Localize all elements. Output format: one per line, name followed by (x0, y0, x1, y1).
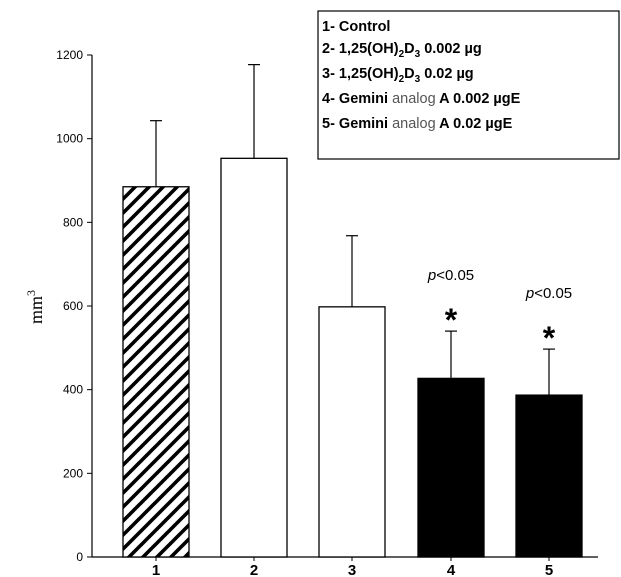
y-tick-label: 800 (63, 215, 83, 229)
error-bar-5 (543, 348, 555, 396)
legend-entry-1: 1- Control (322, 19, 390, 35)
legend-entry-4: 4- Gemini analog A 0.002 µgE (322, 91, 521, 107)
significance-star: * (543, 320, 556, 356)
y-axis-label: mm3 (24, 290, 46, 324)
y-tick-label: 1000 (56, 132, 83, 146)
legend-entry-2: 2- 1,25(OH)2D3 0.002 µg (322, 41, 482, 60)
annotations-group: p<0.05 * p<0.05 * (427, 267, 572, 356)
bar-2 (220, 157, 288, 558)
error-bar-4 (445, 330, 457, 379)
bars-group (122, 157, 583, 558)
bar-4 (417, 377, 485, 558)
x-tick-label: 2 (250, 562, 258, 577)
error-bar-2 (248, 64, 260, 159)
y-tick-label: 600 (63, 299, 83, 313)
y-tick-label: 1200 (56, 48, 83, 62)
error-bar-3 (346, 235, 358, 307)
legend-entry-5: 5- Gemini analog A 0.02 µgE (322, 116, 513, 132)
x-tick-label: 5 (545, 562, 553, 577)
bar-1 (122, 186, 190, 558)
y-tick-label: 200 (63, 466, 83, 480)
y-tick-label: 400 (63, 383, 83, 397)
error-bars-group (150, 64, 555, 396)
x-tick-label: 1 (152, 562, 160, 577)
legend-box (317, 10, 620, 160)
legend-entry-3: 3- 1,25(OH)2D3 0.02 µg (322, 66, 474, 85)
x-tick-label: 4 (447, 562, 456, 577)
legend: 1- Control 2- 1,25(OH)2D3 0.002 µg 3- 1,25… (317, 10, 620, 160)
significance-star: * (445, 302, 458, 338)
p-value-label: p<0.05 (427, 267, 474, 284)
p-value-label: p<0.05 (525, 285, 572, 302)
error-bar-1 (150, 120, 162, 187)
x-tick-label: 3 (348, 562, 356, 577)
bar-3 (318, 306, 386, 558)
bar-5 (515, 394, 583, 558)
y-tick-label: 0 (76, 550, 83, 564)
